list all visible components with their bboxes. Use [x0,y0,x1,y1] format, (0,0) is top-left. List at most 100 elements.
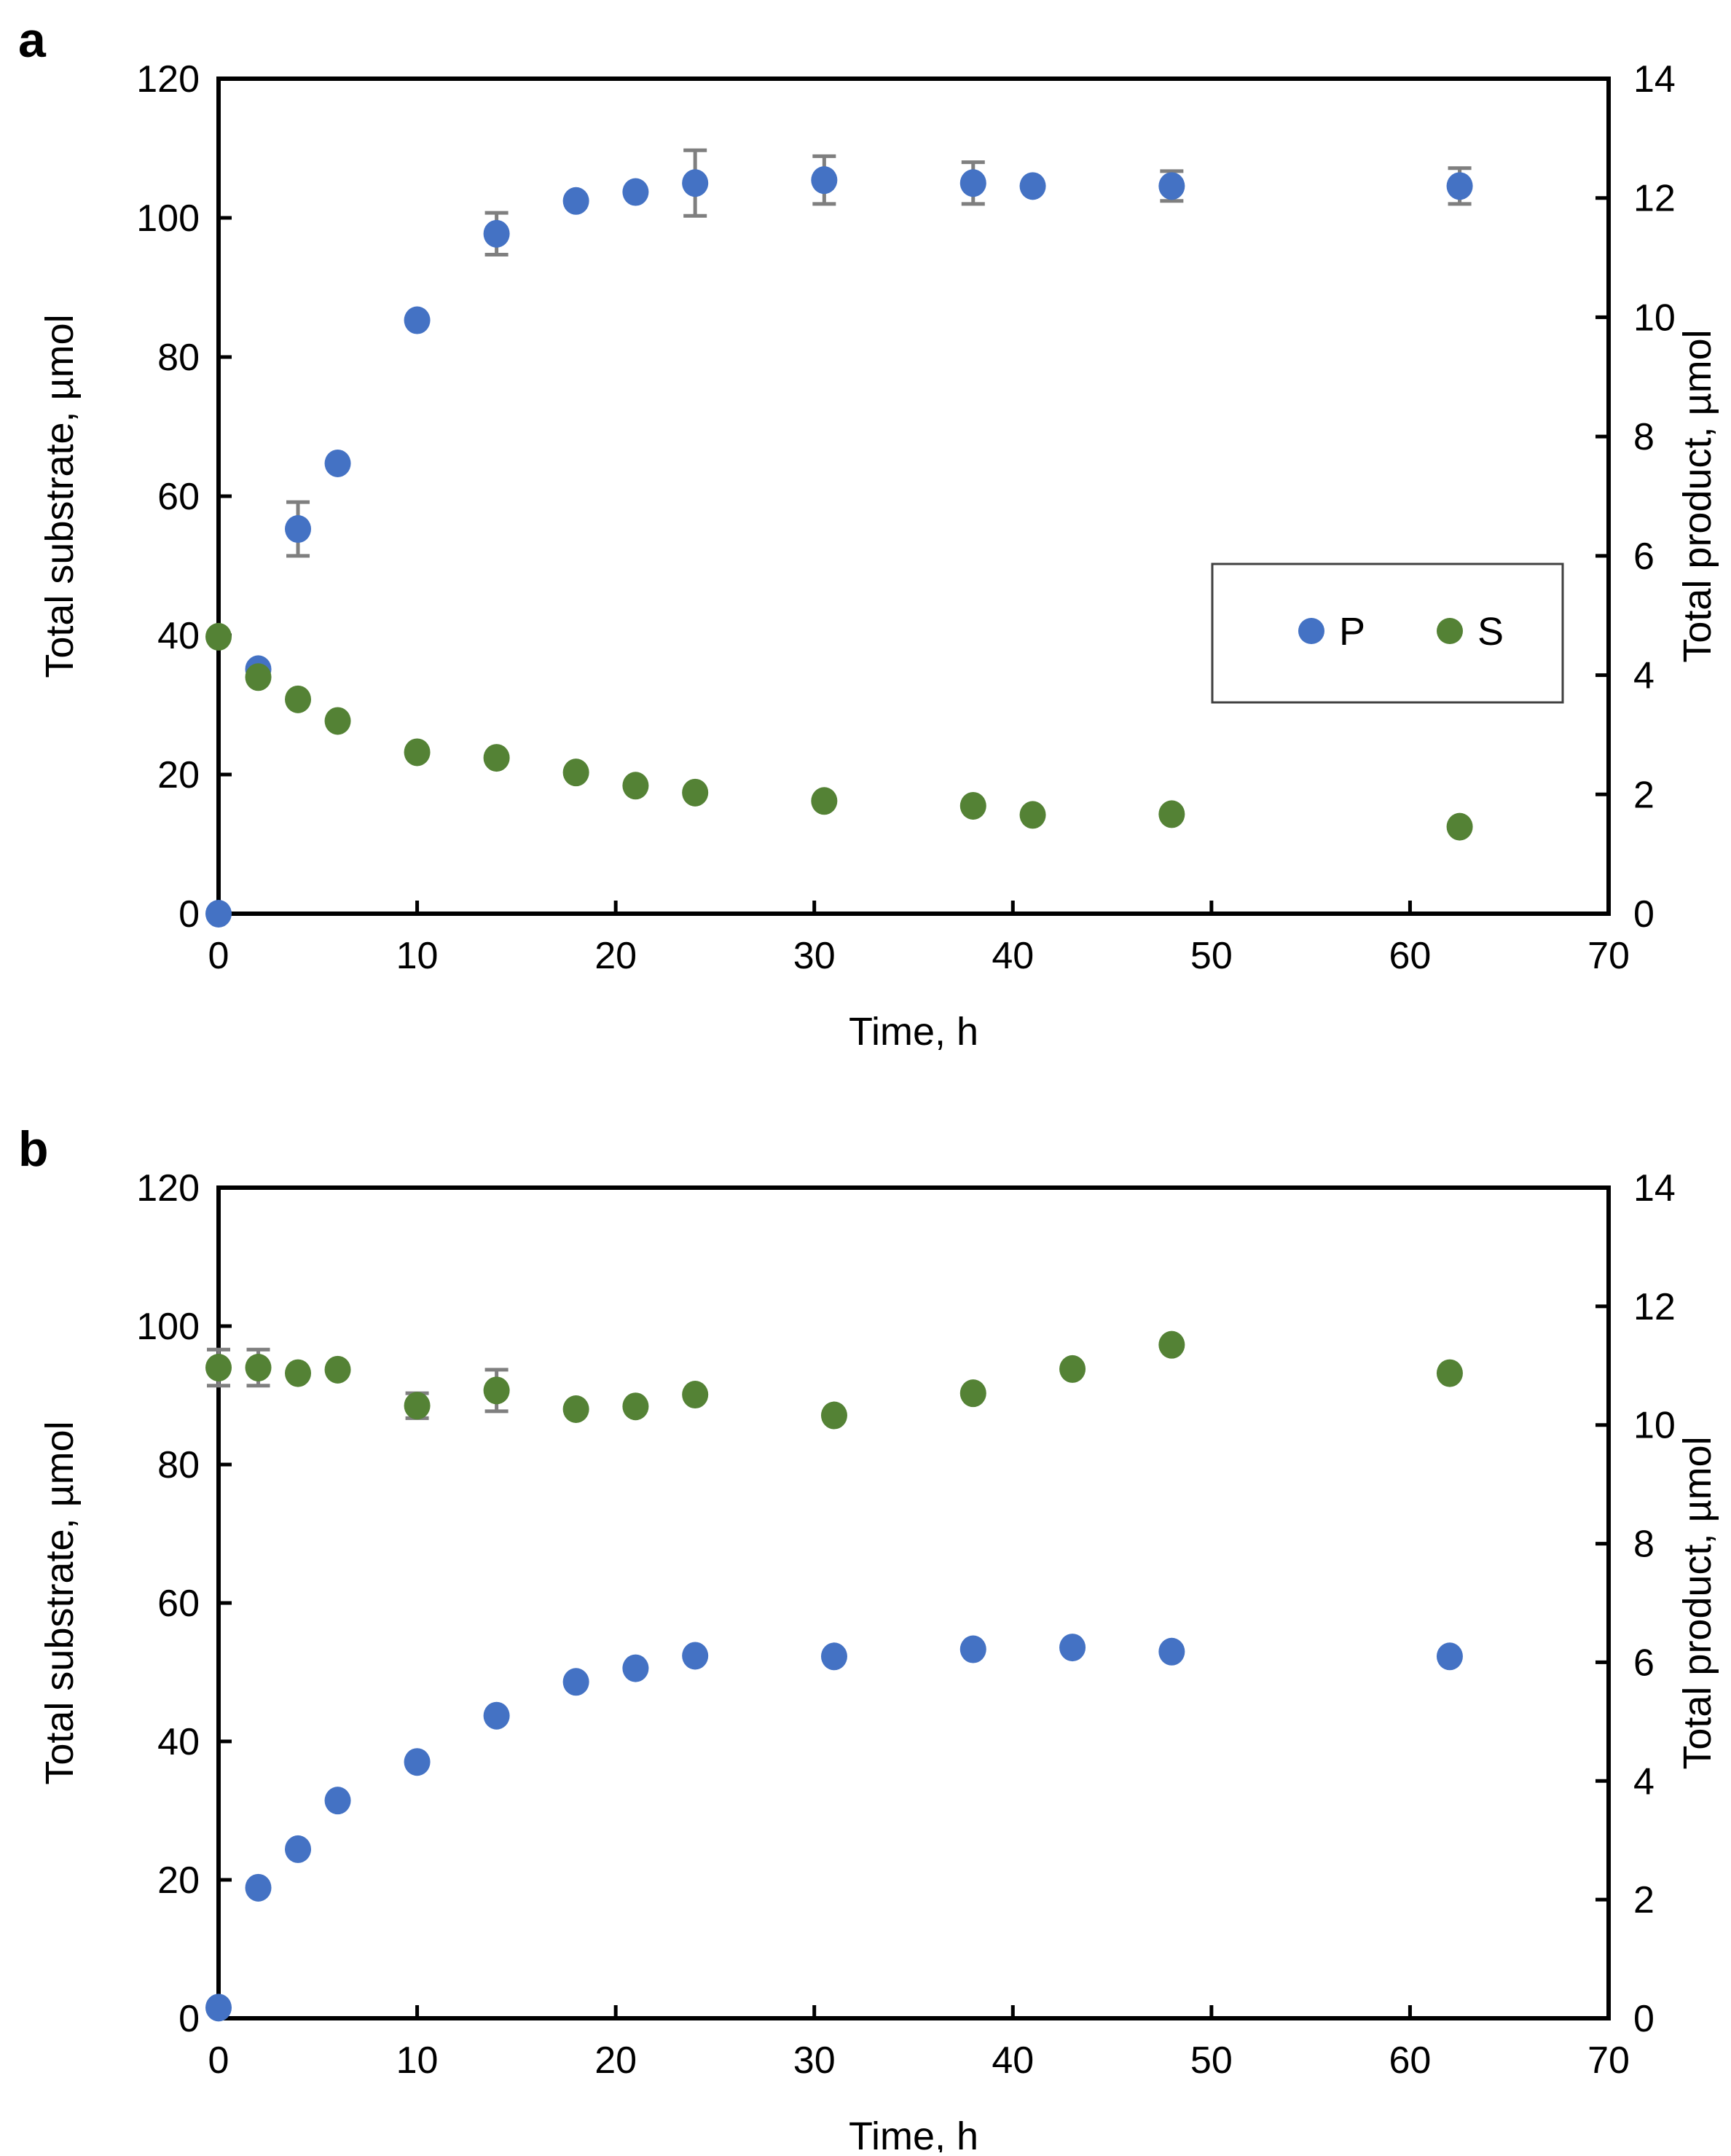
data-point-P [324,1787,351,1815]
y-right-tick-label: 2 [1633,774,1655,816]
y-right-tick-label: 0 [1633,893,1655,936]
x-axis-title: Time, h [849,2114,978,2152]
data-point-S [324,707,351,735]
y-right-tick-label: 8 [1633,416,1655,458]
data-point-S [682,1381,709,1409]
x-tick-label: 40 [992,2039,1034,2082]
y-right-tick-label: 10 [1633,297,1676,339]
data-point-S [562,1395,589,1423]
data-point-S [1019,801,1046,829]
x-tick-label: 0 [208,935,229,977]
data-point-S [324,1355,351,1384]
data-point-P [562,1668,589,1696]
y-right-tick-label: 6 [1633,1642,1655,1684]
data-point-P [622,1654,649,1682]
y-left-tick-label: 0 [178,893,200,936]
data-point-P [404,1748,431,1776]
data-point-P [285,1835,312,1863]
data-point-P [811,166,838,195]
y-right-tick-label: 14 [1633,58,1676,101]
y-right-tick-label: 4 [1633,1760,1655,1803]
y-left-tick-label: 0 [178,1998,200,2040]
data-point-S [404,1392,431,1420]
data-point-P [562,187,589,215]
plot-border [216,77,1611,916]
data-point-S [245,1354,272,1381]
x-tick-label: 70 [1587,935,1630,977]
data-point-P [1158,172,1185,200]
data-point-P [820,1642,847,1671]
data-point-S [205,1354,232,1381]
y-axis-title-right: Total product, µmol [1676,329,1719,662]
data-point-S [205,622,232,651]
data-point-S [404,738,431,767]
data-point-P [483,1701,510,1730]
y-axis-title-left: Total substrate, µmol [38,314,82,678]
data-point-P [1446,172,1473,200]
data-point-S [959,1379,986,1408]
x-tick-label: 20 [594,935,637,977]
data-point-P [959,1635,986,1663]
x-tick-label: 50 [1190,2039,1233,2082]
panel-label-a: a [18,12,47,68]
x-tick-label: 20 [594,2039,637,2082]
data-point-P [483,219,510,248]
x-tick-label: 60 [1389,935,1432,977]
data-point-S [820,1401,847,1430]
y-right-tick-label: 14 [1633,1167,1676,1210]
data-point-S [622,1392,649,1421]
y-left-tick-label: 40 [157,1721,200,1763]
x-tick-label: 70 [1587,2039,1630,2082]
y-right-tick-label: 2 [1633,1879,1655,1921]
x-tick-label: 50 [1190,935,1233,977]
data-point-S [245,663,272,691]
x-axis-title: Time, h [849,1010,978,1054]
data-point-S [285,685,312,713]
x-tick-label: 30 [793,935,836,977]
data-point-S [1059,1355,1086,1383]
panel-b: b0 10 20 30 40 50 60 70020406080100120024681012… [18,1121,1719,2156]
data-point-P [622,178,649,206]
y-right-tick-label: 0 [1633,1998,1655,2040]
data-point-P [682,169,709,197]
data-point-P [959,169,986,197]
plot-border [216,1185,1611,2020]
y-right-tick-label: 10 [1633,1405,1676,1447]
panel-a: a0 10 20 30 40 50 60 70020406080100120024681012… [18,12,1719,1054]
data-point-P [285,515,312,544]
data-point-S [1436,1359,1463,1387]
data-point-P [205,900,232,928]
series-S [205,622,1473,841]
x-tick-label: 0 [208,2039,229,2082]
data-point-P [205,1994,232,2022]
panel-label-b: b [18,1121,49,1177]
data-point-S [622,772,649,800]
legend-box [1211,562,1564,704]
y-left-tick-label: 100 [136,1306,200,1348]
legend-label-P: P [1339,610,1365,654]
data-point-S [562,758,589,787]
y-right-tick-label: 12 [1633,1286,1676,1328]
data-point-S [1158,1330,1185,1359]
y-right-tick-label: 8 [1633,1524,1655,1566]
x-tick-label: 10 [396,935,439,977]
y-axis-title-left: Total substrate, µmol [38,1421,82,1784]
y-left-tick-label: 100 [136,197,200,240]
series-S [205,1330,1463,1430]
data-point-P [1019,172,1046,200]
y-left-tick-label: 80 [157,1444,200,1486]
x-tick-label: 30 [793,2039,836,2082]
legend-marker-P [1298,618,1324,644]
y-right-tick-label: 6 [1633,536,1655,578]
legend-marker-S [1437,618,1463,644]
y-axis-title-right: Total product, µmol [1676,1436,1719,1769]
y-left-tick-label: 60 [157,476,200,518]
x-tick-label: 10 [396,2039,439,2082]
data-point-P [324,449,351,477]
data-point-S [1158,800,1185,828]
data-point-P [245,1873,272,1902]
x-tick-label: 60 [1389,2039,1432,2082]
data-point-P [682,1642,709,1670]
